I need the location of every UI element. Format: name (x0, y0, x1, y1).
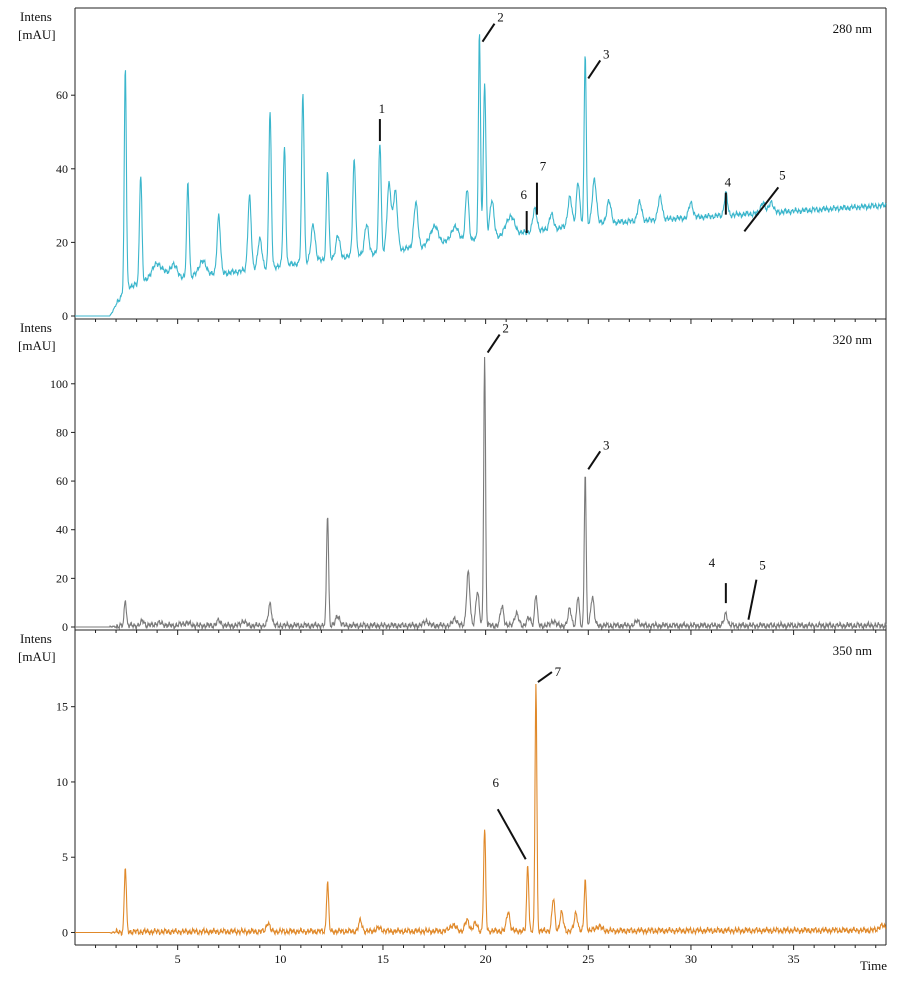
y-tick-label: 100 (50, 377, 68, 391)
y-tick-label: 15 (56, 700, 68, 714)
y-tick-label: 0 (62, 620, 68, 634)
y-tick-label: 60 (56, 88, 68, 102)
x-tick-label: 20 (480, 952, 492, 966)
peak-annotation-2: 2 (486, 321, 509, 354)
y-axis-unit: [mAU] (18, 649, 56, 664)
y-tick-label: 40 (56, 162, 68, 176)
chart-panel-3: Intens [mAU] 350 nm 0 5 10 15 5 10 15 20 25 30 35 Time… (18, 629, 887, 973)
series-line (75, 683, 887, 937)
y-tick-label: 60 (56, 474, 68, 488)
y-axis-label: Intens (20, 320, 52, 335)
series-line (75, 34, 887, 317)
x-tick-label: 30 (685, 952, 697, 966)
annotation-label: 3 (603, 437, 610, 452)
y-axis-unit: [mAU] (18, 27, 56, 42)
annotation-label: 7 (540, 159, 547, 174)
x-tick-label: 10 (274, 952, 286, 966)
peak-annotation-3: 3 (587, 437, 610, 470)
panel-title: 280 nm (833, 21, 872, 36)
panel-title: 320 nm (833, 332, 872, 347)
annotation-label: 6 (492, 775, 499, 790)
annotation-label: 3 (603, 46, 610, 61)
y-tick-label: 80 (56, 425, 68, 439)
y-tick-label: 10 (56, 775, 68, 789)
peak-annotation-5: 5 (743, 167, 786, 232)
peak-annotation-2: 2 (481, 10, 504, 43)
x-tick-label: 15 (377, 952, 389, 966)
x-tick-label: 5 (175, 952, 181, 966)
y-tick-label: 0 (62, 925, 68, 939)
annotation-label: 4 (709, 555, 716, 570)
y-tick-label: 5 (62, 850, 68, 864)
annotation-line (747, 579, 758, 620)
annotation-label: 5 (779, 167, 786, 182)
y-axis-label: Intens (20, 631, 52, 646)
peak-annotation-7: 7 (537, 664, 562, 683)
y-axis-unit: [mAU] (18, 338, 56, 353)
annotation-label: 7 (555, 664, 562, 679)
x-tick-label: 35 (788, 952, 800, 966)
peak-annotation-3: 3 (587, 46, 610, 80)
annotation-label: 4 (725, 175, 732, 190)
x-tick-label: 25 (582, 952, 594, 966)
x-axis-label: Time (860, 958, 887, 973)
chart-panel-2: Intens [mAU] 320 nm 0 20 40 60 80 100 2 3 4 5 (18, 318, 887, 635)
panel-title: 350 nm (833, 643, 872, 658)
peak-annotation-6: 6 (492, 775, 527, 860)
annotation-line (587, 450, 602, 470)
annotation-line (486, 334, 501, 354)
peak-annotation-6: 6 (520, 187, 528, 234)
annotation-label: 6 (520, 187, 527, 202)
annotation-label: 5 (759, 558, 766, 573)
annotation-line (587, 59, 602, 80)
annotation-label: 2 (502, 321, 509, 336)
chart-panel-1: Intens [mAU] 280 nm 0 20 40 60 1 2 3 4 5 67 (18, 7, 887, 324)
peak-annotation-7: 7 (535, 159, 547, 215)
annotation-label: 1 (379, 101, 386, 116)
y-axis-label: Intens (20, 9, 52, 24)
peak-annotation-5: 5 (747, 558, 766, 620)
y-tick-label: 40 (56, 523, 68, 537)
y-tick-label: 20 (56, 571, 68, 585)
peak-annotation-1: 1 (379, 101, 386, 142)
peak-annotation-4: 4 (725, 175, 732, 215)
y-tick-label: 20 (56, 235, 68, 249)
annotation-line (481, 23, 496, 43)
annotation-line (743, 186, 780, 232)
series-line (75, 356, 887, 632)
annotation-line (537, 671, 553, 683)
peak-annotation-4: 4 (709, 555, 727, 604)
annotation-label: 2 (497, 10, 504, 25)
annotation-line (496, 808, 527, 860)
y-tick-label: 0 (62, 309, 68, 323)
